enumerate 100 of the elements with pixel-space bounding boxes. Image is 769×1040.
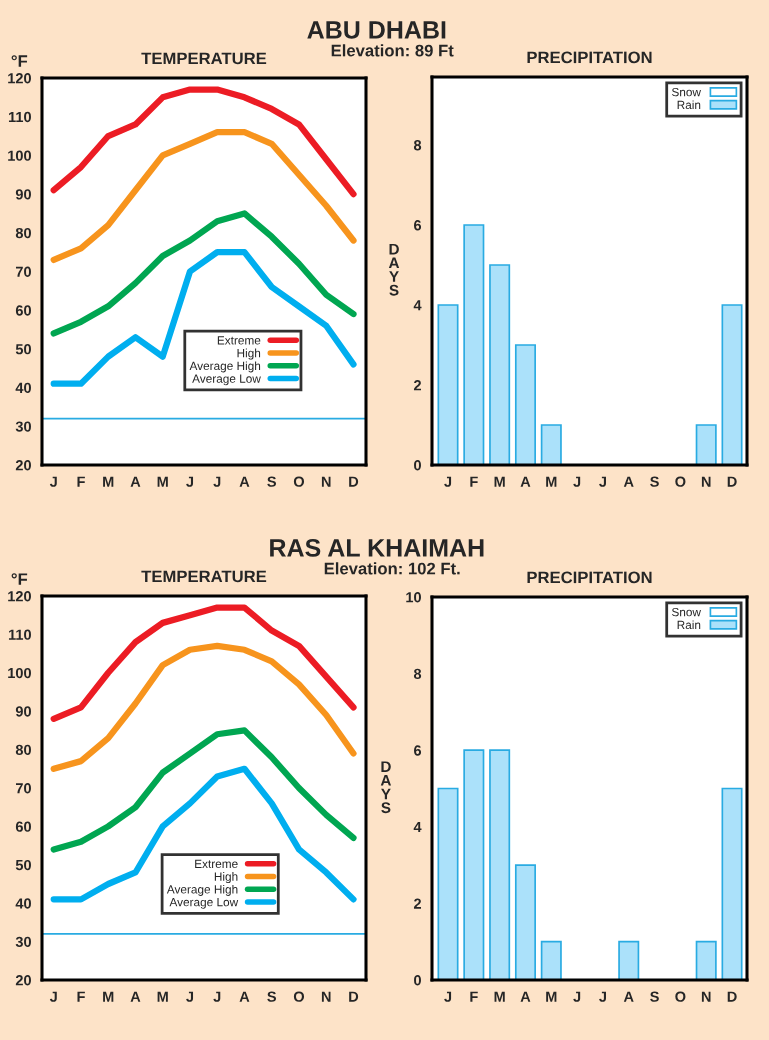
chart-title: TEMPERATURE xyxy=(141,570,267,583)
y-tick-label: 4 xyxy=(413,300,422,311)
x-tick-label: O xyxy=(675,476,686,487)
legend-label: Average High xyxy=(189,361,261,373)
bar xyxy=(721,304,743,465)
bar xyxy=(463,224,485,465)
y-tick-label: 40 xyxy=(15,898,31,909)
legend-label: High xyxy=(237,348,261,360)
bar xyxy=(540,424,562,465)
x-tick-label: M xyxy=(103,476,114,487)
y-tick-label: 70 xyxy=(15,783,31,794)
y-tick-label: 90 xyxy=(15,189,31,200)
x-tick-label: A xyxy=(239,991,250,1002)
x-tick-label: F xyxy=(470,991,478,1002)
x-tick-label: M xyxy=(494,476,505,487)
x-tick-label: M xyxy=(157,476,168,487)
x-tick-label: D xyxy=(349,991,359,1002)
x-tick-label: A xyxy=(130,991,141,1002)
x-tick-label: J xyxy=(49,991,57,1002)
legend-label: Snow xyxy=(671,87,701,97)
y-tick-label: 80 xyxy=(15,744,31,756)
x-tick-label: M xyxy=(546,991,557,1002)
y-tick-label: 60 xyxy=(15,305,31,316)
y-tick-label: 10 xyxy=(406,592,421,603)
y-tick-label: 90 xyxy=(15,706,31,717)
x-tick-label: J xyxy=(599,991,606,1002)
x-tick-label: M xyxy=(546,476,557,487)
text: Elevation: 102 Ft. xyxy=(324,562,460,575)
x-tick-label: A xyxy=(623,476,634,487)
x-tick-label: J xyxy=(599,476,606,487)
bar xyxy=(721,787,743,980)
y-tick-label: 8 xyxy=(413,668,422,680)
x-tick-label: J xyxy=(573,991,581,1002)
x-tick-label: A xyxy=(520,991,531,1002)
legend-label: Average High xyxy=(166,884,238,896)
x-tick-label: D xyxy=(727,991,737,1002)
x-tick-label: M xyxy=(103,991,114,1002)
x-tick-label: A xyxy=(520,476,531,487)
y-axis-title: °F xyxy=(11,573,28,585)
legend-label: Rain xyxy=(677,100,701,110)
bar xyxy=(514,864,536,980)
x-tick-label: J xyxy=(49,476,57,487)
x-tick-label: J xyxy=(444,991,452,1002)
x-tick-label: O xyxy=(293,476,305,487)
y-axis-title: °F xyxy=(11,55,28,67)
legend-label: Average Low xyxy=(169,898,239,909)
text: RAS AL KHAIMAH xyxy=(270,539,484,557)
y-tick-label: 4 xyxy=(413,822,422,833)
y-tick-label: 20 xyxy=(15,460,31,471)
x-tick-label: J xyxy=(444,476,452,487)
y-axis-title: DAYS xyxy=(380,761,392,814)
x-tick-label: J xyxy=(186,476,194,487)
text: Elevation: 89 Ft xyxy=(331,44,454,57)
chart-title: PRECIPITATION xyxy=(527,571,652,584)
bar xyxy=(540,940,562,980)
x-tick-label: M xyxy=(494,991,505,1002)
y-tick-label: 100 xyxy=(8,150,31,161)
y-tick-label: 50 xyxy=(15,859,31,871)
legend-label: Snow xyxy=(671,607,701,617)
y-tick-label: 110 xyxy=(8,629,31,640)
y-tick-label: 60 xyxy=(15,821,31,832)
x-tick-label: S xyxy=(267,476,277,487)
y-tick-label: 2 xyxy=(413,898,421,909)
y-tick-label: 120 xyxy=(8,591,31,602)
x-tick-label: M xyxy=(157,991,168,1002)
y-tick-label: 110 xyxy=(8,111,31,123)
x-tick-label: O xyxy=(293,991,305,1002)
x-tick-label: D xyxy=(727,476,737,487)
y-tick-label: 50 xyxy=(15,344,31,355)
x-tick-label: F xyxy=(77,991,85,1002)
x-tick-label: A xyxy=(623,991,634,1002)
x-tick-label: F xyxy=(470,476,478,487)
y-tick-label: 80 xyxy=(15,227,31,239)
x-tick-label: S xyxy=(267,991,277,1002)
x-tick-label: S xyxy=(650,991,659,1002)
x-tick-label: D xyxy=(349,476,359,487)
y-tick-label: 120 xyxy=(8,73,31,84)
x-tick-label: J xyxy=(213,476,221,487)
legend-label: Extreme xyxy=(217,336,261,345)
x-tick-label: J xyxy=(573,476,581,487)
y-tick-label: 20 xyxy=(15,975,31,986)
text: ABU DHABI xyxy=(307,21,446,39)
bar xyxy=(489,749,511,980)
x-tick-label: N xyxy=(701,476,711,487)
chart-title: TEMPERATURE xyxy=(141,52,267,65)
y-tick-label: 0 xyxy=(414,975,421,986)
x-tick-label: J xyxy=(186,991,194,1002)
y-tick-label: 100 xyxy=(8,667,31,679)
y-tick-label: 40 xyxy=(15,382,31,394)
bar xyxy=(437,787,459,980)
chart-title: PRECIPITATION xyxy=(527,51,652,64)
x-tick-label: J xyxy=(213,991,221,1002)
x-tick-label: A xyxy=(130,476,141,487)
x-tick-label: S xyxy=(650,476,659,487)
bar xyxy=(437,304,459,465)
bar xyxy=(489,264,511,465)
bar xyxy=(514,344,536,465)
y-tick-label: 6 xyxy=(414,220,422,231)
y-tick-label: 2 xyxy=(413,380,421,391)
x-tick-label: A xyxy=(239,476,250,487)
